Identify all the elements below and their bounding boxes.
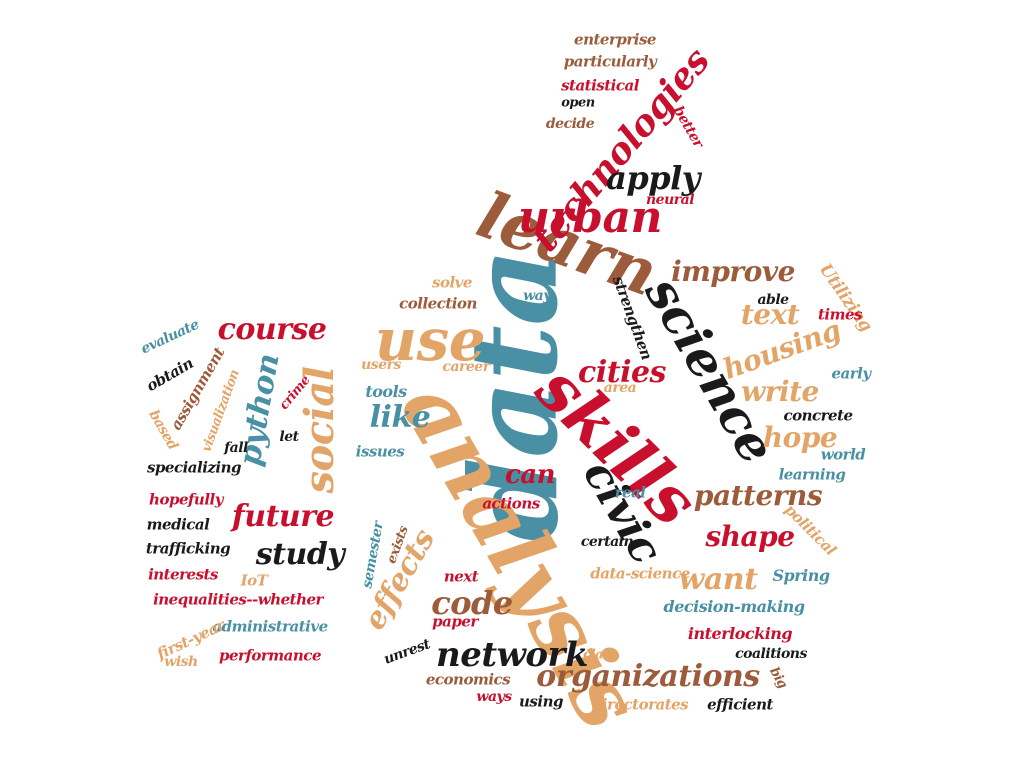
word-trafficking: trafficking bbox=[145, 539, 231, 558]
word-ways: ways bbox=[476, 689, 512, 705]
word-real: real bbox=[614, 483, 646, 502]
word-economics: economics bbox=[425, 670, 511, 689]
word-coalitions: coalitions bbox=[735, 646, 807, 662]
word-code: code bbox=[431, 584, 513, 622]
word-like: like bbox=[369, 400, 431, 435]
word-career: career bbox=[442, 359, 490, 375]
word-concrete: concrete bbox=[783, 406, 853, 425]
word-future: future bbox=[231, 499, 335, 534]
word-tools: tools bbox=[365, 382, 407, 401]
word-study: study bbox=[255, 537, 345, 572]
word-statistical: statistical bbox=[561, 76, 639, 95]
word-able: able bbox=[757, 292, 789, 308]
word-solve: solve bbox=[432, 273, 472, 292]
word-better: better bbox=[669, 103, 707, 151]
word-interests: interests bbox=[148, 565, 218, 584]
word-directorates: directorates bbox=[591, 695, 689, 714]
word-learning: learning bbox=[778, 465, 846, 484]
word-issues: issues bbox=[355, 442, 405, 461]
word-wish: wish bbox=[164, 654, 198, 670]
word-let: let bbox=[279, 429, 299, 445]
word-network: network bbox=[436, 635, 588, 675]
word-data-science: data-science bbox=[590, 564, 690, 583]
word-paper: paper bbox=[432, 612, 478, 631]
word-collection: collection bbox=[399, 294, 477, 313]
word-use: use bbox=[374, 306, 486, 374]
word-world: world bbox=[820, 445, 866, 464]
word-iot: IoT bbox=[240, 571, 268, 590]
word-interlocking: interlocking bbox=[687, 624, 793, 643]
word-apply: apply bbox=[606, 159, 700, 197]
word-times: times bbox=[818, 305, 863, 324]
word-fall: fall bbox=[224, 440, 248, 456]
word-can: can bbox=[504, 460, 556, 490]
word-class: class bbox=[583, 647, 617, 663]
word-actions: actions bbox=[482, 494, 540, 513]
word-open: open bbox=[561, 95, 595, 111]
word-cities: cities bbox=[578, 355, 666, 390]
word-organizations: organizations bbox=[536, 659, 760, 694]
word-unrest: unrest bbox=[381, 636, 433, 668]
word-patterns: patterns bbox=[693, 479, 823, 512]
word-early: early bbox=[831, 364, 871, 383]
word-shape: shape bbox=[705, 520, 795, 553]
word-decision-making: decision-making bbox=[663, 597, 806, 616]
word-course: course bbox=[217, 312, 327, 347]
word-certain: certain bbox=[580, 534, 634, 550]
word-hope: hope bbox=[762, 421, 838, 454]
word-big: big bbox=[766, 664, 790, 692]
word-performance: performance bbox=[219, 646, 321, 665]
word-area: area bbox=[603, 380, 637, 396]
word-improve: improve bbox=[671, 255, 795, 288]
word-particularly: particularly bbox=[563, 52, 657, 71]
word-inequalities-whether: inequalities--whether bbox=[153, 590, 323, 609]
word-medical: medical bbox=[146, 515, 210, 534]
word-neural: neural bbox=[645, 192, 695, 208]
word-users: users bbox=[361, 357, 401, 373]
word-way: way bbox=[523, 288, 551, 304]
word-spring: Spring bbox=[772, 566, 830, 585]
word-using: using bbox=[519, 692, 563, 711]
word-next: next bbox=[443, 567, 479, 586]
word-administrative: administrative bbox=[212, 617, 328, 636]
word-want: want bbox=[678, 562, 758, 597]
word-text: text bbox=[740, 298, 800, 331]
word-specializing: specializing bbox=[146, 458, 242, 477]
word-urban: urban bbox=[518, 192, 662, 243]
word-enterprise: enterprise bbox=[574, 30, 656, 49]
word-efficient: efficient bbox=[707, 695, 773, 714]
word-write: write bbox=[741, 375, 819, 408]
word-hopefully: hopefully bbox=[149, 490, 223, 509]
word-evaluate: evaluate bbox=[138, 316, 202, 358]
word-decide: decide bbox=[545, 116, 595, 132]
